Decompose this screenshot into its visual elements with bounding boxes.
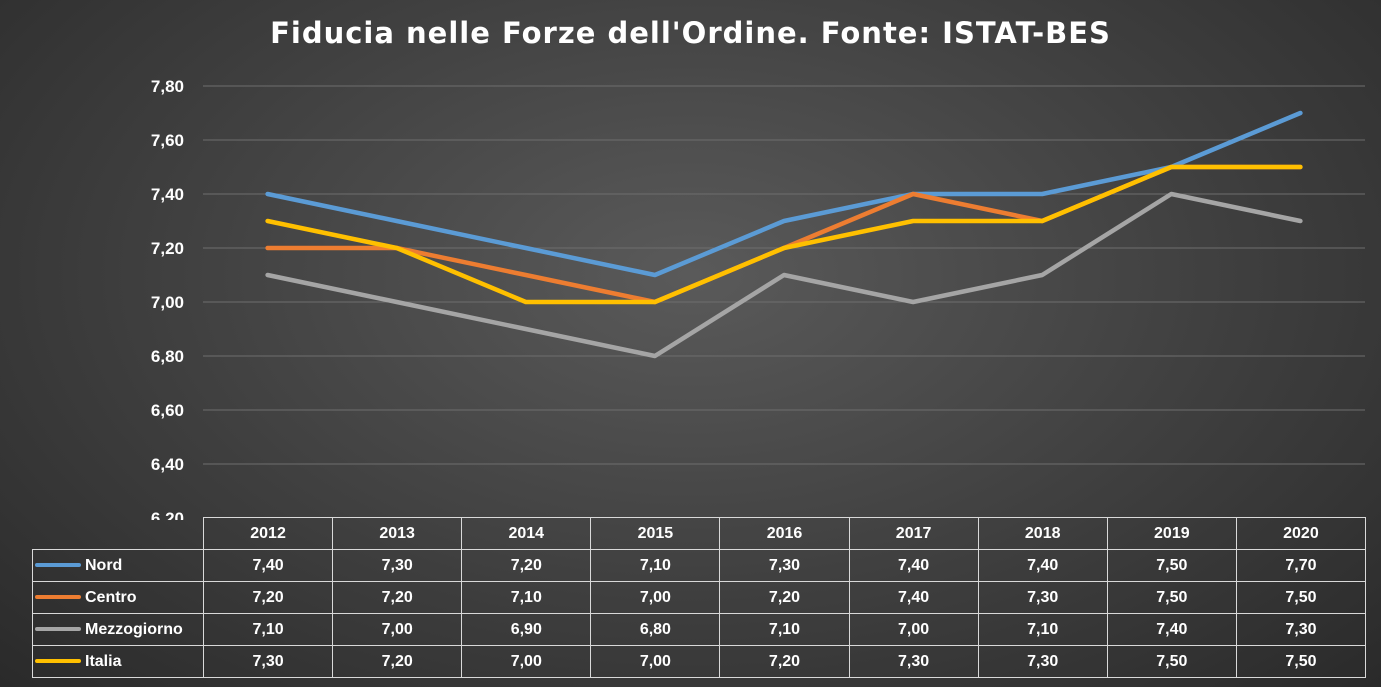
data-table-corner	[33, 518, 204, 550]
legend-key-icon	[35, 595, 81, 600]
data-table-header-row: 2012 2013 2014 2015 2016 2017 2018 2019 2020	[33, 517, 1366, 550]
x-tick-label: 2020	[1235, 517, 1366, 550]
data-table-row: Nord 7,40 7,30 7,20 7,10 7,30 7,40 7,40 7,50 7,70	[32, 549, 1366, 582]
x-tick-label: 2016	[719, 517, 850, 550]
data-label: 7,70	[1235, 549, 1366, 582]
legend-key-icon	[35, 563, 81, 568]
legend-label: Italia	[85, 652, 122, 670]
data-label: 7,00	[590, 645, 721, 678]
data-label: 7,00	[848, 613, 979, 646]
y-tick-label: 7,20	[151, 239, 184, 258]
data-label: 7,10	[719, 613, 850, 646]
y-tick-label: 6,60	[151, 401, 184, 420]
data-label: 7,30	[1235, 613, 1366, 646]
y-tick-label: 7,80	[151, 77, 184, 96]
data-label: 7,20	[332, 581, 463, 614]
data-label: 7,30	[719, 549, 850, 582]
y-tick-label: 7,60	[151, 131, 184, 150]
data-label: 7,10	[461, 581, 592, 614]
data-table-row: Mezzogiorno 7,10 7,00 6,90 6,80 7,10 7,00 7,10 7…	[32, 613, 1366, 646]
data-label: 7,20	[719, 645, 850, 678]
data-table-row: Italia 7,30 7,20 7,00 7,00 7,20 7,30 7,30 7,50 7,…	[32, 645, 1366, 678]
data-label: 6,80	[590, 613, 721, 646]
data-label: 7,30	[848, 645, 979, 678]
series-line-italia	[265, 164, 1303, 305]
data-label: 7,30	[977, 581, 1108, 614]
legend-label: Nord	[85, 556, 123, 574]
data-label: 7,10	[202, 613, 334, 646]
data-label: 7,30	[332, 549, 463, 582]
data-label: 7,00	[332, 613, 463, 646]
data-label: 7,10	[590, 549, 721, 582]
data-label: 7,30	[977, 645, 1108, 678]
x-tick-label: 2014	[461, 517, 592, 550]
y-tick-label: 7,00	[151, 293, 184, 312]
series-line-centro	[265, 164, 1303, 305]
legend-entry: Italia	[32, 645, 204, 678]
x-tick-label: 2019	[1106, 517, 1237, 550]
data-table: 2012 2013 2014 2015 2016 2017 2018 2019 2020 Nor…	[32, 517, 1366, 678]
data-label: 7,50	[1106, 645, 1237, 678]
data-label: 6,90	[461, 613, 592, 646]
legend-key-icon	[35, 627, 81, 632]
series-line-nord	[265, 110, 1303, 278]
chart-title: Fiducia nelle Forze dell'Ordine. Fonte: …	[270, 16, 1111, 50]
legend-entry: Centro	[32, 581, 204, 614]
data-label: 7,20	[332, 645, 463, 678]
x-tick-label: 2018	[977, 517, 1108, 550]
legend-entry: Nord	[32, 549, 204, 582]
x-tick-label: 2012	[202, 517, 334, 550]
legend-entry: Mezzogiorno	[32, 613, 204, 646]
data-label: 7,20	[461, 549, 592, 582]
data-table-row: Centro 7,20 7,20 7,10 7,00 7,20 7,40 7,30 7,50 7,…	[32, 581, 1366, 614]
x-tick-label: 2015	[590, 517, 721, 550]
data-label: 7,50	[1106, 581, 1237, 614]
y-axis-tick-labels: 6,20 6,40 6,60 6,80 7,00 7,20 7,40 7,60 7,80	[151, 77, 184, 520]
y-tick-label: 6,80	[151, 347, 184, 366]
data-label: 7,20	[202, 581, 334, 614]
data-label: 7,40	[1106, 613, 1237, 646]
line-chart-plot: 6,20 6,40 6,60 6,80 7,00 7,20 7,40 7,60 7,80	[151, 77, 1365, 520]
data-label: 7,30	[202, 645, 334, 678]
x-tick-label: 2017	[848, 517, 979, 550]
y-tick-label: 7,40	[151, 185, 184, 204]
data-label: 7,50	[1106, 549, 1237, 582]
data-label: 7,40	[977, 549, 1108, 582]
series-line-mezzogiorno	[265, 191, 1303, 359]
legend-key-icon	[35, 659, 81, 664]
legend-label: Mezzogiorno	[85, 620, 183, 638]
data-label: 7,20	[719, 581, 850, 614]
data-label: 7,50	[1235, 645, 1366, 678]
data-label: 7,40	[848, 581, 979, 614]
data-table-body: Nord 7,40 7,30 7,20 7,10 7,30 7,40 7,40 7,50 7,70…	[32, 549, 1366, 678]
data-label: 7,10	[977, 613, 1108, 646]
data-label: 7,00	[590, 581, 721, 614]
series-lines	[265, 110, 1303, 359]
data-label: 7,40	[848, 549, 979, 582]
y-tick-label: 6,40	[151, 455, 184, 474]
data-label: 7,50	[1235, 581, 1366, 614]
legend-label: Centro	[85, 588, 137, 606]
data-label: 7,40	[202, 549, 334, 582]
x-tick-label: 2013	[332, 517, 463, 550]
data-label: 7,00	[461, 645, 592, 678]
y-tick-label: 6,20	[151, 509, 184, 520]
